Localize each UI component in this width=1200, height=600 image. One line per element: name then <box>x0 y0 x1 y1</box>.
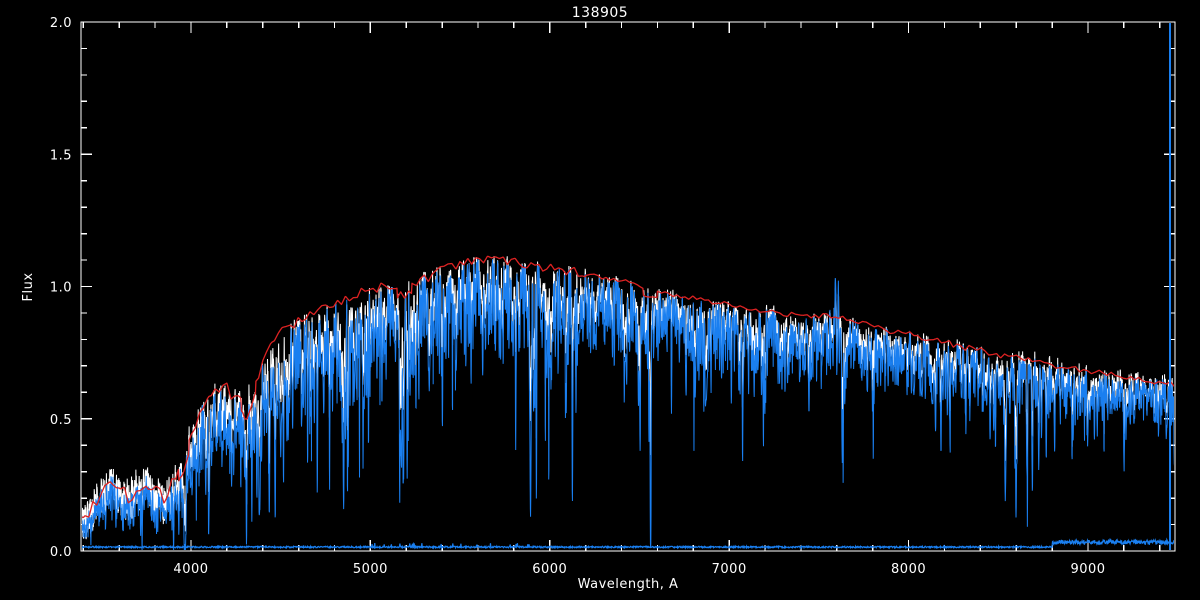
x-axis-label: Wavelength, A <box>578 577 679 592</box>
x-tick-label: 6000 <box>532 562 567 577</box>
x-tick-label: 5000 <box>353 562 388 577</box>
y-axis-label: Flux <box>21 272 36 301</box>
y-tick-label: 1.0 <box>50 281 72 296</box>
x-tick-label: 4000 <box>173 562 208 577</box>
noise-spectrum-trace <box>82 537 1174 550</box>
page-title: 138905 <box>572 5 628 21</box>
plot-frame <box>80 21 1176 552</box>
x-tick-label: 7000 <box>712 562 747 577</box>
y-tick-label: 0.0 <box>50 545 72 560</box>
y-tick-label: 2.0 <box>50 16 72 31</box>
x-tick-label: 9000 <box>1070 562 1105 577</box>
axis-ticks <box>81 21 1175 552</box>
x-axis-tick-labels: 4000 5000 6000 7000 8000 9000 <box>173 562 1105 577</box>
y-tick-label: 0.5 <box>50 413 72 428</box>
synthetic-spectrum-trace <box>82 258 1174 550</box>
y-tick-label: 1.5 <box>50 148 72 163</box>
y-axis-tick-labels: 0.0 0.5 1.0 1.5 2.0 <box>50 16 72 560</box>
x-tick-label: 8000 <box>891 562 926 577</box>
continuum-model-trace <box>82 255 1174 519</box>
